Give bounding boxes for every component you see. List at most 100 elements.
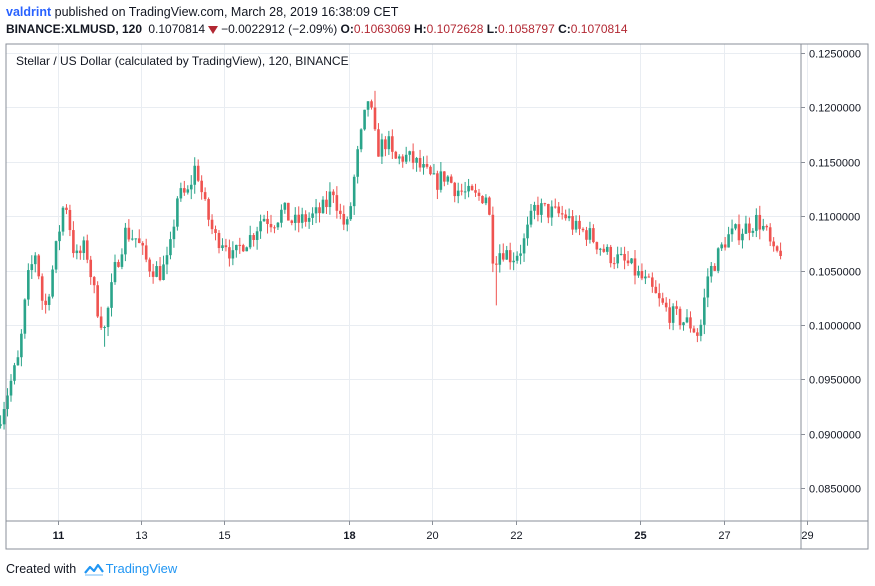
candle-up [23, 298, 27, 339]
open-label: O: [340, 22, 354, 36]
candle-body [619, 253, 623, 255]
candle-body [758, 214, 762, 230]
candle-body [325, 199, 328, 208]
candle-body [332, 191, 335, 196]
price-axis[interactable] [800, 43, 869, 522]
candle-down [335, 186, 339, 219]
candle-down [633, 250, 637, 285]
candle-body [85, 240, 89, 260]
candle-down [547, 203, 550, 224]
candle-up [352, 174, 356, 215]
candle-body [630, 258, 633, 264]
candle-up [280, 204, 283, 228]
candle-body [512, 260, 515, 263]
candle-up [293, 207, 297, 231]
price-tick-label: 0.1200000 [809, 103, 861, 115]
time-axis[interactable] [5, 520, 802, 550]
candle-body [134, 238, 138, 240]
candle-up [366, 101, 370, 117]
candle-body [432, 173, 436, 175]
candle-down [141, 241, 145, 255]
candle-down [578, 215, 581, 236]
low-label: L: [486, 22, 499, 36]
candle-body [370, 101, 373, 108]
candle-body [300, 214, 304, 223]
tradingview-brand[interactable]: TradingView [105, 561, 178, 576]
candle-body [377, 129, 380, 157]
candle-body [768, 227, 772, 242]
candle-body [27, 270, 30, 300]
candle-body [158, 266, 162, 280]
candle-body [720, 244, 723, 249]
candle-body [65, 207, 68, 210]
candle-body [529, 210, 533, 225]
candle-down [40, 273, 44, 310]
candle-body [176, 198, 179, 227]
candle-down [241, 243, 245, 253]
candle-body [671, 306, 675, 323]
candle-down [79, 245, 82, 260]
price-axis-labels: 0.1250000 0.1200000 0.1150000 0.1100000 0.10… [801, 49, 861, 496]
candle-down [654, 280, 658, 294]
candle-body [342, 213, 346, 225]
candle-up [276, 221, 280, 230]
candle-body [411, 151, 415, 163]
axis-corner [800, 520, 869, 550]
candle-body [110, 282, 113, 308]
candle-body [2, 409, 6, 425]
candle-body [314, 207, 318, 214]
candle-body [231, 250, 235, 259]
candle-up [685, 309, 689, 324]
candle-down [224, 238, 228, 252]
candle-body [373, 107, 377, 130]
candle-body [238, 244, 242, 246]
candle-body [699, 324, 703, 336]
candle-body [127, 227, 131, 240]
candle-body [44, 300, 47, 305]
candle-body [599, 248, 602, 250]
open-value: 0.1063069 [353, 22, 411, 36]
candle-body [0, 424, 2, 426]
candle-body [515, 255, 519, 261]
candle-down [651, 272, 654, 293]
candle-body [217, 232, 221, 249]
candle-body [449, 176, 453, 183]
candle-body [609, 246, 613, 264]
candle-up [314, 198, 318, 224]
candle-down [460, 183, 463, 196]
candle-down [543, 202, 547, 207]
footer: Created with TradingView [6, 561, 177, 576]
candle-up [734, 223, 737, 231]
symbol-line: BINANCE:XLMUSD, 120 0.1070814 −0.0022912 … [6, 22, 628, 36]
candle-body [363, 109, 366, 130]
candle-down [678, 306, 682, 330]
candle-up [120, 248, 124, 270]
candlestick-chart[interactable]: 0.1250000 0.1200000 0.1150000 0.1100000 0.10… [0, 0, 875, 560]
candle-down [443, 171, 446, 187]
candle-body [429, 166, 432, 175]
candle-body [547, 204, 550, 218]
time-tick-label: 29 [801, 530, 813, 542]
candle-down [664, 297, 668, 312]
price-tick-label: 0.0850000 [809, 484, 861, 496]
candle-down [342, 205, 346, 231]
candle-up [463, 181, 467, 200]
candle-body [61, 207, 65, 232]
candle-body [522, 238, 526, 254]
candle-body [117, 262, 120, 267]
candle-body [72, 230, 75, 254]
candle-body [235, 244, 238, 251]
candle-up [245, 246, 249, 252]
candle-down [252, 233, 255, 247]
candle-body [633, 258, 637, 276]
candle-up [703, 288, 706, 335]
candle-up [644, 269, 647, 285]
candle-body [727, 234, 730, 248]
candle-body [359, 129, 363, 150]
plot-frame [5, 43, 802, 522]
candle-up [176, 196, 179, 231]
candle-body [51, 269, 54, 297]
author-name[interactable]: valdrint [6, 5, 52, 19]
candle-body [501, 253, 505, 260]
candle-down [585, 226, 588, 246]
